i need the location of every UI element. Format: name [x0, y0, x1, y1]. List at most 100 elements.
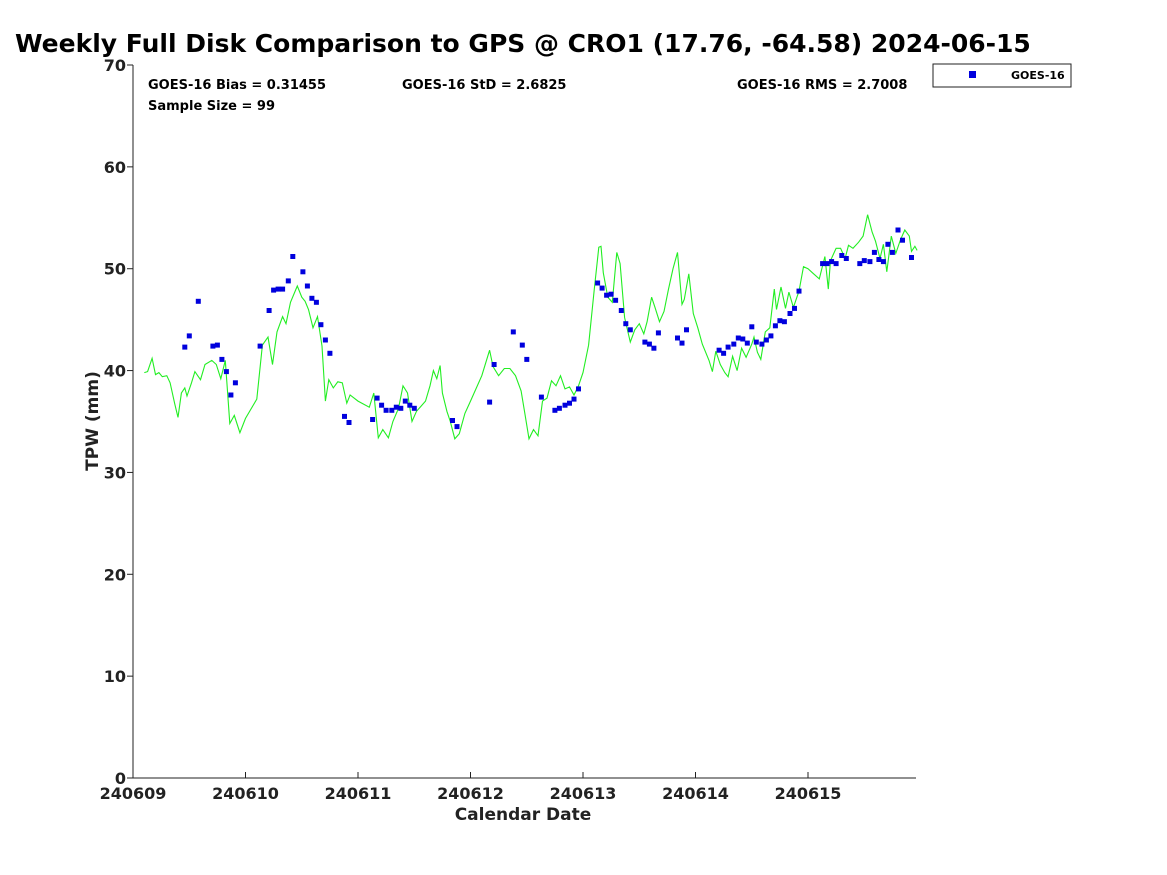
goes-point [285, 278, 291, 284]
goes-point [684, 327, 689, 333]
goes-point [857, 261, 863, 267]
bias-stat: GOES-16 Bias = 0.31455 [148, 78, 326, 93]
goes-point [374, 395, 380, 401]
goes-point [219, 356, 225, 362]
rms-stat: GOES-16 RMS = 2.7008 [737, 78, 907, 93]
goes-point [618, 308, 624, 313]
sample-size-stat: Sample Size = 99 [148, 99, 275, 114]
goes-point [300, 269, 306, 275]
goes-point [562, 402, 568, 408]
goes-point [257, 343, 263, 349]
goes-point [768, 333, 774, 339]
goes-point [721, 350, 727, 356]
goes-point [327, 350, 333, 356]
goes-point [889, 249, 895, 255]
goes-point [735, 335, 741, 341]
goes-point [370, 417, 376, 422]
goes-point [280, 286, 286, 292]
goes-point [389, 407, 395, 413]
goes-point [824, 261, 830, 267]
goes-series [182, 227, 914, 430]
goes-point [309, 295, 315, 301]
y-tick-label: 50 [104, 260, 126, 279]
legend-label: GOES-16 [1011, 69, 1065, 82]
goes-point [275, 286, 281, 292]
goes-point [342, 413, 347, 419]
goes-point [740, 336, 746, 342]
goes-point [411, 405, 417, 411]
goes-point [829, 259, 835, 265]
goes-point [519, 342, 525, 348]
goes-point [398, 405, 404, 411]
goes-point [613, 297, 619, 303]
goes-point [759, 341, 765, 347]
goes-point [716, 347, 722, 353]
goes-point [491, 362, 497, 367]
goes-point [186, 333, 192, 339]
x-tick-label: 240615 [775, 784, 842, 803]
goes-point [839, 253, 845, 258]
std-stat: GOES-16 StD = 2.6825 [402, 78, 566, 93]
goes-point [510, 329, 516, 335]
goes-point [313, 299, 319, 305]
goes-point [777, 318, 783, 324]
goes-point [749, 324, 755, 330]
goes-point [454, 424, 460, 430]
goes-point [595, 280, 601, 286]
goes-point [266, 308, 272, 313]
goes-point [318, 322, 324, 328]
y-tick-label: 0 [115, 769, 126, 788]
goes-point [223, 369, 229, 375]
goes-point [210, 343, 216, 349]
goes-point [885, 241, 891, 247]
goes-point [487, 399, 493, 405]
x-axis-label: Calendar Date [455, 805, 592, 825]
goes-point [744, 340, 750, 346]
goes-point [608, 291, 614, 297]
x-tick-label: 240611 [325, 784, 392, 803]
goes-point [763, 337, 769, 343]
y-ticks: 0 10 20 30 40 50 60 70 [104, 56, 133, 788]
goes-point [867, 259, 873, 265]
goes-point [651, 345, 657, 351]
goes-point [571, 396, 577, 402]
goes-point [407, 402, 413, 408]
goes-point [576, 386, 581, 392]
gps-series [144, 214, 918, 441]
goes-point [675, 335, 680, 341]
goes-point [646, 341, 652, 347]
y-tick-label: 10 [104, 667, 126, 686]
goes-point [379, 402, 385, 408]
goes-point [900, 237, 905, 243]
goes-point [655, 330, 661, 336]
goes-point [871, 249, 877, 255]
goes-point [781, 319, 787, 325]
goes-point [725, 344, 731, 350]
goes-point [876, 257, 882, 262]
x-tick-label: 240609 [100, 784, 167, 803]
goes-point [604, 292, 610, 298]
goes-point [880, 259, 886, 265]
goes-point [552, 407, 558, 413]
goes-point [214, 342, 220, 348]
goes-point [772, 323, 778, 329]
y-tick-label: 30 [104, 463, 126, 482]
goes-point [599, 285, 605, 291]
goes-point [304, 283, 310, 289]
y-tick-label: 70 [104, 56, 126, 75]
y-tick-label: 60 [104, 158, 126, 177]
goes-point [895, 227, 901, 233]
goes-point [843, 256, 849, 261]
goes-point [623, 321, 629, 327]
goes-point [271, 287, 277, 293]
goes-point [792, 305, 797, 311]
x-tick-label: 240613 [550, 784, 617, 803]
goes-point [402, 398, 408, 404]
goes-point [820, 261, 826, 267]
x-tick-label: 240610 [212, 784, 279, 803]
y-tick-label: 20 [104, 565, 126, 584]
plot-area [133, 65, 916, 778]
y-tick-label: 40 [104, 362, 126, 381]
goes-point [322, 337, 328, 343]
x-ticks: 240609 240610 240611 240612 240613 240614 2406… [100, 772, 842, 803]
